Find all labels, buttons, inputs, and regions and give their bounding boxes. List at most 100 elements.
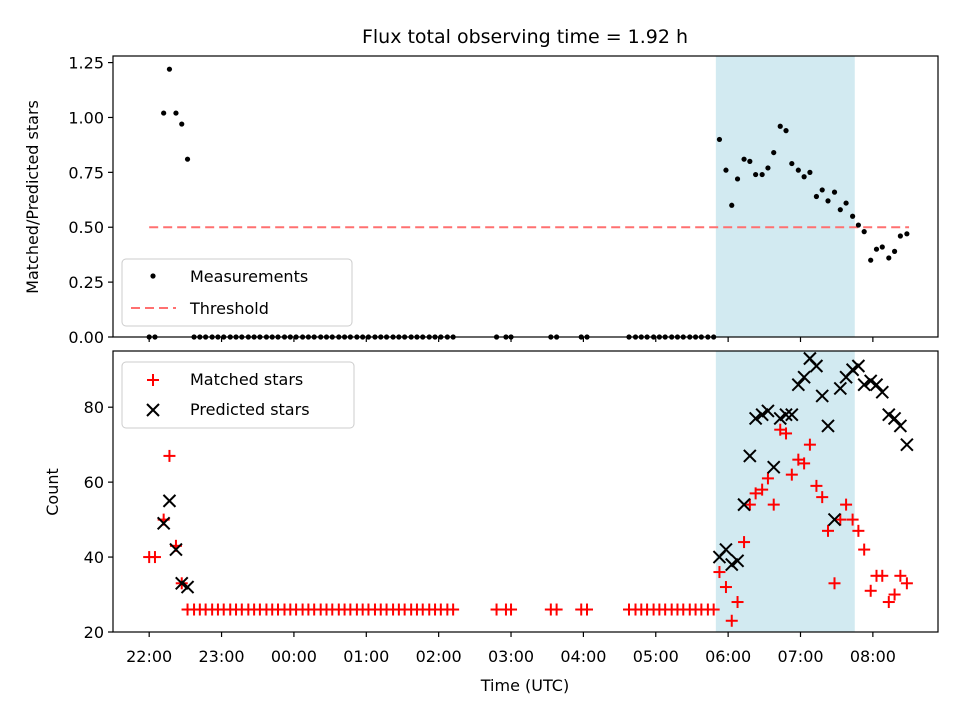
measurement-point: [801, 174, 807, 180]
matched-star-point: [731, 596, 744, 609]
y-tick-label: 0.25: [68, 273, 104, 292]
matched-star-point: [707, 603, 720, 616]
matched-star-point: [798, 457, 811, 470]
measurement-point: [789, 160, 795, 167]
measurement-point: [777, 123, 783, 129]
predicted-star-point: [737, 497, 751, 512]
y-tick-label: 0.50: [68, 218, 104, 237]
predicted-star-point: [827, 512, 842, 527]
matched-star-point: [888, 588, 901, 601]
measurement-point: [850, 213, 856, 219]
predicted-star-point: [156, 516, 171, 531]
matched-star-point: [876, 569, 889, 582]
predicted-star-point: [815, 389, 829, 403]
x-tick-label: 03:00: [488, 647, 534, 666]
matched-star-point: [894, 569, 907, 582]
legend-measurements-marker: [150, 273, 156, 279]
measurement-point: [723, 167, 729, 173]
matched-star-point: [749, 487, 762, 500]
y-tick-label: 0.00: [68, 328, 104, 347]
matched-star-point: [756, 483, 769, 496]
x-axis-label: Time (UTC): [480, 676, 569, 695]
measurement-point: [184, 156, 191, 162]
matched-star-point: [816, 491, 829, 504]
y-tick-label: 40: [84, 548, 104, 567]
measurement-point: [753, 171, 759, 178]
measurement-point: [879, 244, 885, 250]
predicted-star-point: [162, 494, 177, 508]
predicted-star-point: [875, 385, 889, 399]
predicted-star-point: [851, 359, 866, 373]
bottom-y-axis-label: Count: [43, 468, 62, 516]
top-axes-frame: [112, 55, 939, 338]
x-tick-label: 07:00: [777, 647, 823, 666]
predicted-star-point: [857, 378, 871, 392]
matched-star-point: [785, 468, 798, 481]
measurement-point: [825, 198, 831, 204]
measurement-point: [765, 165, 771, 171]
top-panel: 0.00 0.25 0.50 0.75 1.00 1.25 Matched/Predict…: [23, 54, 939, 347]
predicted-star-point: [169, 542, 183, 557]
predicted-star-point: [755, 407, 769, 422]
measurement-point: [741, 156, 747, 162]
matched-star-point: [810, 479, 823, 492]
measurement-point: [819, 187, 825, 193]
matched-star-point: [761, 472, 774, 485]
predicted-star-point: [779, 407, 793, 422]
legend-predicted-label: Predicted stars: [190, 400, 310, 419]
chart-title: Flux total observing time = 1.92 h: [362, 26, 688, 48]
predicted-star-point: [767, 460, 781, 474]
measurement-point: [161, 110, 167, 116]
bottom-x-ticks: 22:00 23:00 00:00 01:00 02:00 03:00 04:00 05:00…: [126, 632, 896, 666]
predicted-star-point: [730, 554, 745, 568]
matched-star-point: [882, 596, 895, 609]
predicted-star-point: [743, 449, 757, 463]
matched-star-point: [505, 603, 518, 616]
bottom-panel: 20 40 60 80 22:00 23:00 00:00 01:00 02:00 03:00 0…: [43, 350, 939, 695]
predicted-star-point: [887, 411, 902, 426]
measurement-point: [747, 158, 753, 164]
predicted-star-point: [900, 437, 914, 452]
x-tick-label: 01:00: [343, 647, 389, 666]
matched-star-point: [780, 427, 793, 440]
measurement-point: [783, 128, 789, 134]
legend-predicted-marker: [146, 403, 160, 417]
x-tick-label: 23:00: [198, 647, 244, 666]
legend-measurements-label: Measurements: [190, 267, 308, 286]
matched-star-point: [725, 614, 738, 627]
top-y-ticks: 0.00 0.25 0.50 0.75 1.00 1.25: [68, 54, 113, 347]
matched-star-point: [148, 551, 161, 564]
matched-star-point: [163, 449, 176, 462]
y-tick-label: 20: [84, 623, 104, 642]
x-tick-label: 05:00: [633, 647, 679, 666]
measurement-point: [837, 207, 843, 213]
measurement-point: [873, 246, 880, 252]
legend-threshold-label: Threshold: [189, 299, 269, 318]
x-tick-label: 02:00: [416, 647, 462, 666]
matched-star-point: [550, 603, 563, 616]
x-tick-label: 22:00: [126, 647, 172, 666]
y-tick-label: 1.00: [68, 108, 104, 127]
predicted-star-point: [809, 359, 824, 373]
matched-star-point: [713, 566, 726, 579]
top-x-ticks: [148, 337, 874, 342]
measurement-point: [861, 229, 867, 235]
matched-star-points: [143, 423, 913, 627]
top-legend: Measurements Threshold: [121, 258, 353, 327]
predicted-star-point: [845, 363, 860, 377]
measurement-point: [868, 257, 874, 263]
x-tick-label: 00:00: [271, 647, 317, 666]
measurement-point: [759, 171, 765, 178]
measurement-point: [734, 176, 741, 182]
bottom-legend: Matched stars Predicted stars: [121, 361, 355, 429]
x-tick-label: 06:00: [705, 647, 751, 666]
matched-star-point: [743, 498, 756, 511]
bottom-axes-frame: [112, 350, 939, 633]
bottom-y-ticks: 20 40 60 80: [84, 398, 113, 642]
matched-star-point: [828, 577, 841, 590]
matched-star-point: [803, 438, 816, 451]
matched-star-point: [900, 577, 913, 590]
predicted-star-points: [156, 351, 914, 594]
measurement-point: [904, 231, 910, 237]
x-tick-label: 04:00: [560, 647, 606, 666]
